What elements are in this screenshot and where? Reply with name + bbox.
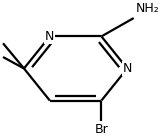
Text: N: N [123, 62, 132, 75]
Text: Br: Br [95, 124, 108, 136]
Text: N: N [45, 30, 54, 43]
Text: NH₂: NH₂ [135, 2, 159, 15]
